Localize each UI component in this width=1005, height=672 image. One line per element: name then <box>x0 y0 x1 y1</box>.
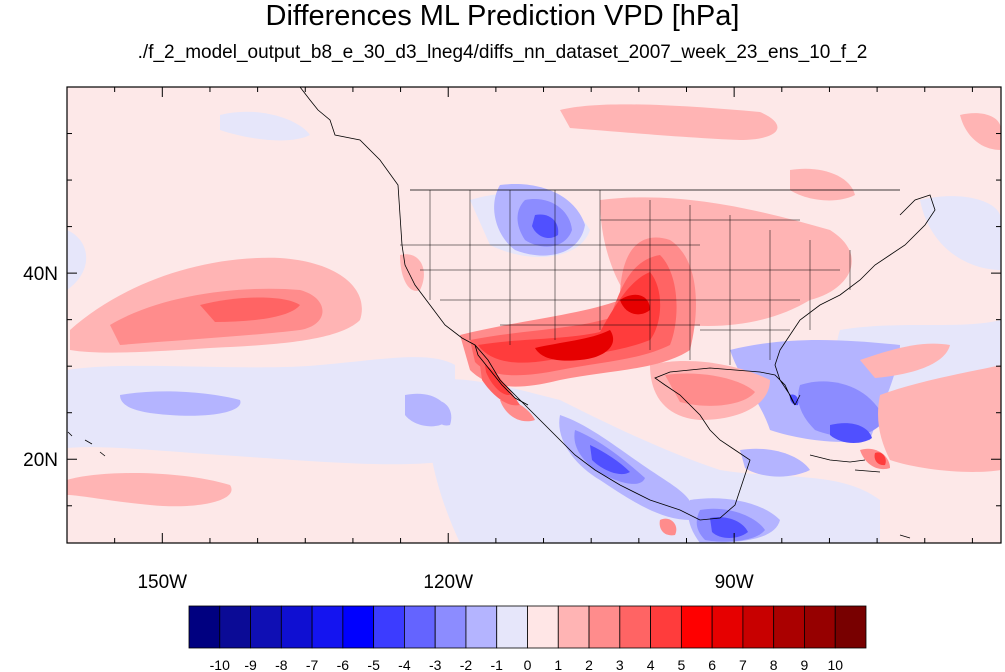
colorbar-label: 5 <box>677 657 685 672</box>
plot-frame <box>66 86 1002 544</box>
positive-deep-patches <box>478 272 886 466</box>
colorbar-swatch <box>527 605 559 649</box>
colorbar-swatch <box>773 605 805 649</box>
colorbar-label: -4 <box>398 657 411 672</box>
colorbar-swatch <box>496 605 528 649</box>
negative-deep-patches <box>532 214 872 538</box>
colorbar-swatch <box>650 605 682 649</box>
field-layer <box>67 87 1001 543</box>
colorbar-label: -6 <box>337 657 350 672</box>
map-subtitle: ./f_2_model_output_b8_e_30_d3_lneg4/diff… <box>137 42 868 63</box>
colorbar-labels: -10 -9 -8 -7 -6 -5 -4 -3 -2 -1 0 1 2 3 4 5 6 7 8 9 10 <box>210 657 844 672</box>
colorbar-label: 6 <box>708 657 716 672</box>
coastline <box>67 87 936 539</box>
lon-tick-label: 90W <box>715 572 754 593</box>
positive-extreme-patches <box>535 294 650 361</box>
colorbar-swatch <box>742 605 775 649</box>
colorbar-label: 0 <box>524 657 532 672</box>
colorbar-swatch <box>250 605 282 649</box>
colorbar-swatch <box>557 605 590 649</box>
colorbar-label: 4 <box>647 657 655 672</box>
axis-tick-labels: 150W 120W 90W 40N 20N <box>23 264 754 593</box>
colorbar-label: -7 <box>306 657 319 672</box>
colorbar-label: -1 <box>491 657 504 672</box>
colorbar-swatch <box>188 605 221 649</box>
colorbar-label: 10 <box>827 657 843 672</box>
colorbar-swatch <box>404 605 436 649</box>
colorbar-label: -10 <box>210 657 230 672</box>
axis-ticks <box>67 87 1001 543</box>
colorbar-swatch <box>680 605 713 649</box>
colorbar-swatch <box>434 605 467 649</box>
colorbar-label: -3 <box>429 657 442 672</box>
colorbar-label: 1 <box>554 657 562 672</box>
colorbar-label: 8 <box>770 657 778 672</box>
lat-tick-label: 20N <box>23 450 58 471</box>
lat-tick-label: 40N <box>23 264 58 285</box>
colorbar-swatch <box>465 605 498 649</box>
colorbar-label: -9 <box>244 657 257 672</box>
colorbar-label: 7 <box>739 657 747 672</box>
colorbar <box>188 605 867 649</box>
colorbar-swatch <box>342 605 375 649</box>
colorbar-label: -8 <box>275 657 288 672</box>
colorbar-label: 9 <box>801 657 809 672</box>
colorbar-label: -2 <box>460 657 473 672</box>
colorbar-swatch <box>219 605 251 649</box>
colorbar-swatch <box>311 605 344 649</box>
colorbar-swatch <box>373 605 405 649</box>
colorbar-swatch <box>619 605 651 649</box>
map-title: Differences ML Prediction VPD [hPa] <box>265 0 740 32</box>
colorbar-label: -5 <box>367 657 380 672</box>
colorbar-swatch <box>711 605 744 649</box>
lon-tick-label: 150W <box>137 572 187 593</box>
state-borders <box>400 190 851 365</box>
colorbar-swatch <box>834 605 867 649</box>
colorbar-swatch <box>804 605 836 649</box>
colorbar-swatch <box>588 605 621 649</box>
colorbar-swatch <box>280 605 313 649</box>
colorbar-label: 2 <box>585 657 593 672</box>
colorbar-label: 3 <box>616 657 624 672</box>
lon-tick-label: 120W <box>423 572 473 593</box>
